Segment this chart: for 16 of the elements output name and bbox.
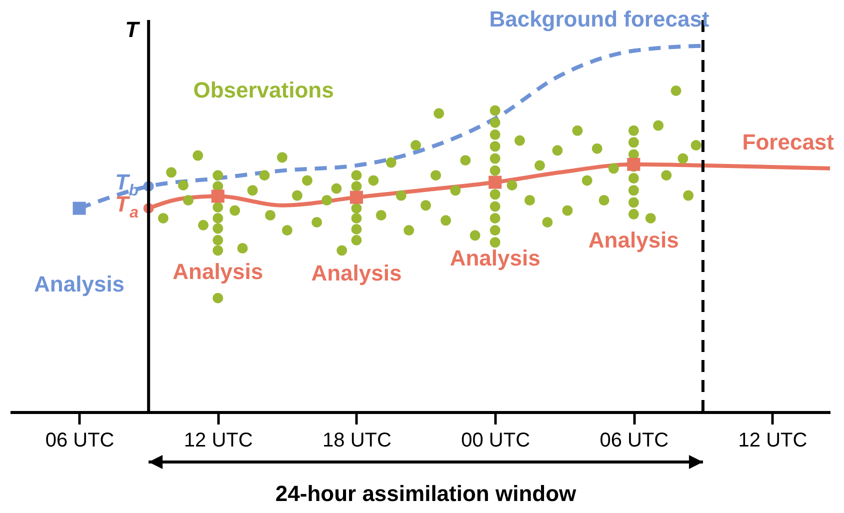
annotation: Analysis [34,271,125,296]
series-label: Background forecast [489,6,710,32]
text: 24-hour assimilation window [275,481,578,506]
annotation: Analysis [450,245,540,270]
y-axis-title: T [125,17,140,42]
x-tick-label: 12 UTC [738,430,808,452]
text: Observations [193,78,334,103]
annotation: Analysis [588,227,679,252]
annotation: Analysis [172,259,264,284]
x-tick-label: 00 UTC [461,430,530,452]
x-tick-label: 18 UTC [322,430,392,452]
annotation: Analysis [311,260,402,286]
series-label: Forecast [742,129,835,154]
x-tick-label: 06 UTC [45,430,114,452]
x-tick-label: 06 UTC [600,430,669,452]
x-tick-label: 12 UTC [184,430,253,452]
